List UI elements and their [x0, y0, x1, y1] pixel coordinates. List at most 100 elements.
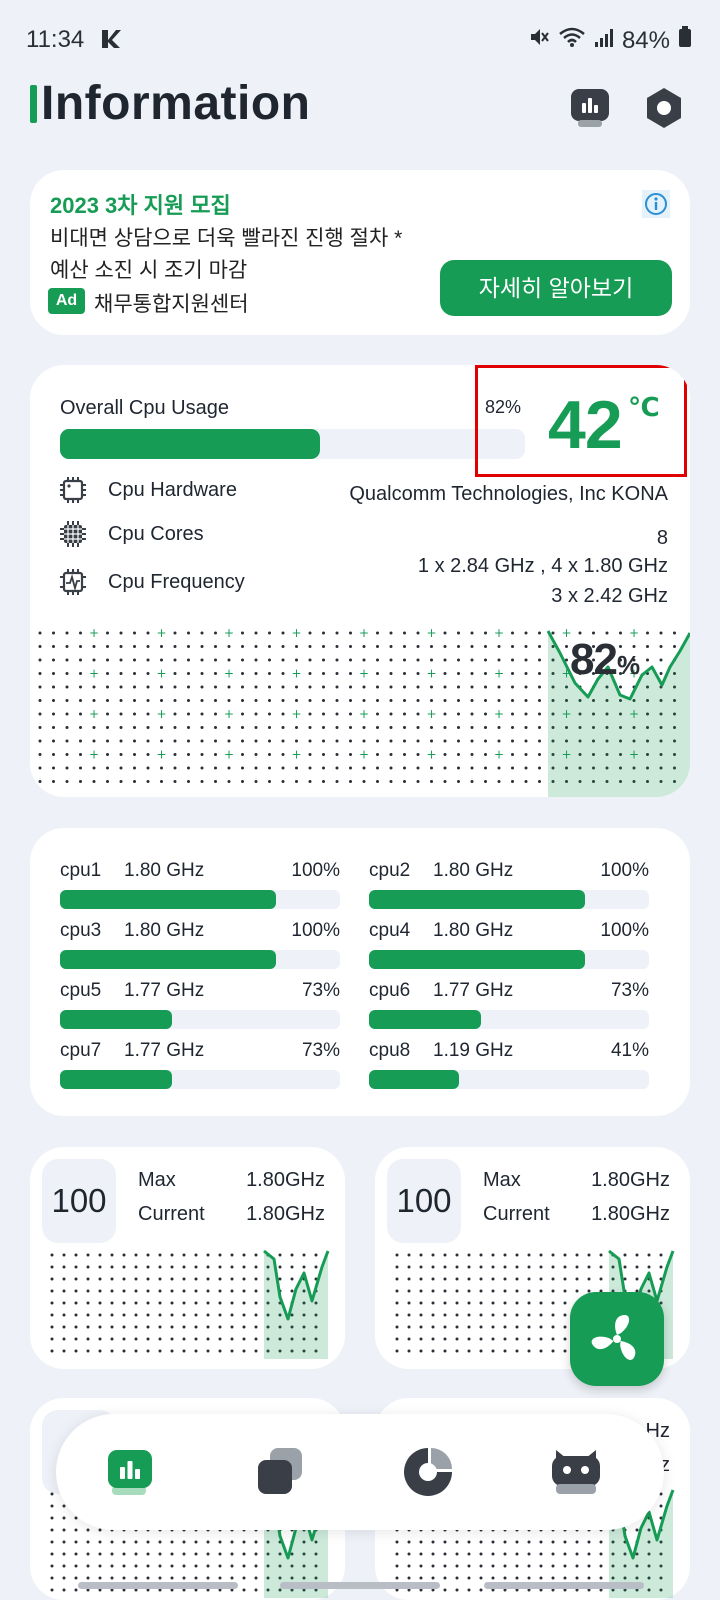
- apps-icon: [258, 1448, 302, 1494]
- svg-text:+: +: [291, 627, 301, 640]
- page-title-text: Information: [41, 77, 311, 130]
- title-accent-bar: [30, 85, 37, 123]
- core-usage-bar: [369, 1010, 649, 1029]
- core-usage-bar: [369, 950, 649, 969]
- cpu-temperature: 42: [548, 387, 623, 463]
- core-usage-bar-fill: [369, 950, 585, 969]
- core-frequency: 1.77 GHz: [124, 980, 205, 1001]
- svg-text:+: +: [291, 667, 301, 681]
- nav-device[interactable]: [548, 1444, 604, 1500]
- current-value: 1.80GHz: [591, 1203, 670, 1225]
- cpu-frequency-label: Cpu Frequency: [108, 571, 245, 593]
- core-usage-bar-fill: [60, 1070, 172, 1089]
- svg-text:+: +: [561, 667, 571, 681]
- status-time: 11:34: [26, 26, 85, 53]
- cores-icon: [58, 519, 88, 549]
- cpu-hardware-value: Qualcomm Technologies, Inc KONA: [349, 483, 668, 505]
- ad-sponsor: 채무통합지원센터: [94, 293, 249, 316]
- svg-text:+: +: [89, 667, 99, 681]
- core-frequency: 1.80 GHz: [433, 860, 514, 881]
- core-usage-item: cpu7 1.77 GHz 73%: [60, 1040, 340, 1094]
- svg-text:+: +: [291, 707, 301, 721]
- cpu-frequency-value: 1 x 2.84 GHz , 4 x 1.80 GHz 3 x 2.42 GHz: [418, 551, 668, 611]
- bottom-navigation: [56, 1414, 664, 1530]
- core-usage-bar-fill: [369, 890, 585, 909]
- ad-line-1: 비대면 상담으로 더욱 빨라진 진행 절차 *: [50, 227, 403, 250]
- nav-apps[interactable]: [254, 1444, 310, 1500]
- core-name: cpu1: [60, 860, 102, 881]
- svg-text:+: +: [224, 748, 234, 762]
- core-frequency: 1.80 GHz: [433, 920, 514, 941]
- svg-text:+: +: [89, 748, 99, 762]
- max-value: 1.80GHz: [591, 1169, 670, 1191]
- max-value: 1.80GHz: [246, 1169, 325, 1191]
- cpu-frequency-line-1: 1 x 2.84 GHz , 4 x 1.80 GHz: [417, 555, 668, 577]
- ad-cta-button[interactable]: 자세히 알아보기: [440, 260, 672, 316]
- battery-icon: [678, 26, 692, 55]
- pie-chart-icon: [404, 1448, 452, 1496]
- svg-text:+: +: [426, 627, 436, 640]
- cpu-cores-label: Cpu Cores: [108, 523, 204, 545]
- core-detail-card-1[interactable]: 100 Max 1.80GHz Current 1.80GHz: [30, 1147, 345, 1369]
- current-value-partial: z: [660, 1454, 670, 1476]
- svg-text:+: +: [359, 748, 369, 762]
- gesture-handle-center[interactable]: [280, 1582, 440, 1589]
- svg-text:+: +: [156, 748, 166, 762]
- core-usage-bar-fill: [369, 1010, 481, 1029]
- core-name: cpu3: [60, 920, 102, 941]
- core-usage-item: cpu2 1.80 GHz 100%: [369, 860, 649, 914]
- core-name: cpu8: [369, 1040, 411, 1061]
- android-icon: [552, 1450, 600, 1494]
- overall-cpu-bar-fill: [60, 429, 321, 459]
- cpu-temperature-unit: ℃: [628, 392, 660, 422]
- core-usage-bar: [369, 1070, 649, 1089]
- gesture-handle-left: [78, 1582, 238, 1589]
- core-frequency: 1.77 GHz: [433, 980, 514, 1001]
- core-usage-badge: 100: [387, 1159, 461, 1243]
- cpu-cores-card: cpu1 1.80 GHz 100% cpu2 1.80 GHz 100% cpu3 1.80…: [30, 828, 690, 1116]
- svg-text:+: +: [156, 707, 166, 721]
- core-frequency: 1.80 GHz: [124, 860, 205, 881]
- core-frequency: 1.77 GHz: [124, 1040, 205, 1061]
- core-usage-graph: [50, 1249, 330, 1359]
- svg-text:+: +: [156, 627, 166, 640]
- overall-cpu-label: Overall Cpu Usage: [60, 397, 229, 419]
- cpu-cores-value: 8: [656, 527, 668, 549]
- ad-title: 2023 3차 지원 모집: [50, 193, 231, 218]
- svg-text:+: +: [494, 627, 504, 640]
- core-usage-item: cpu6 1.77 GHz 73%: [369, 980, 649, 1034]
- core-percent: 73%: [301, 1040, 340, 1061]
- overall-cpu-bar: [60, 429, 525, 459]
- cpu-usage-graph: + + + + + + + + + + + + + + + + + + + + + + + + + + + + + + + + + + + +: [38, 627, 690, 797]
- settings-button[interactable]: [642, 86, 686, 130]
- ad-info-icon[interactable]: [642, 190, 670, 218]
- core-usage-bar-fill: [369, 1070, 459, 1089]
- core-name: cpu2: [369, 860, 411, 881]
- svg-text:+: +: [426, 667, 436, 681]
- core-percent: 73%: [301, 980, 340, 1001]
- svg-text:+: +: [359, 627, 369, 640]
- core-percent: 100%: [600, 920, 649, 941]
- cpu-graph-unit: %: [616, 650, 640, 680]
- dashboard-icon: [108, 1450, 152, 1495]
- core-usage-item: cpu4 1.80 GHz 100%: [369, 920, 649, 974]
- mute-icon: [528, 26, 550, 55]
- core-frequency: 1.19 GHz: [433, 1040, 514, 1061]
- core-usage-bar: [60, 890, 340, 909]
- svg-text:+: +: [629, 707, 639, 721]
- svg-text:+: +: [494, 748, 504, 762]
- svg-text:+: +: [494, 667, 504, 681]
- fan-icon: [591, 1315, 636, 1360]
- core-name: cpu5: [60, 980, 102, 1001]
- page-title: Information: [30, 76, 310, 131]
- monitor-widget-button[interactable]: [568, 86, 612, 130]
- nav-statistics[interactable]: [400, 1444, 456, 1500]
- cpu-frequency-line-2: 3 x 2.42 GHz: [551, 585, 668, 607]
- core-percent: 73%: [610, 980, 649, 1001]
- cpu-overview-card: Overall Cpu Usage 82% 42 ℃ Cpu Hardware …: [30, 365, 690, 797]
- core-name: cpu6: [369, 980, 411, 1001]
- ad-banner[interactable]: 2023 3차 지원 모집 비대면 상담으로 더욱 빨라진 진행 절차 * 예산…: [30, 170, 690, 335]
- svg-text:+: +: [629, 667, 639, 681]
- nav-dashboard[interactable]: [106, 1444, 162, 1500]
- fan-cooler-button[interactable]: [570, 1292, 664, 1386]
